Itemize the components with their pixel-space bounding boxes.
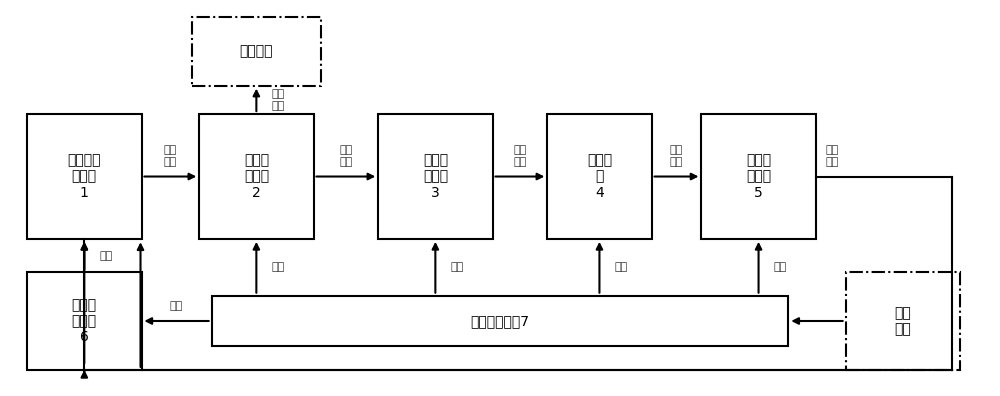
Text: 电压调
理电路
3: 电压调 理电路 3: [423, 153, 448, 200]
Text: 供电: 供电: [170, 301, 183, 311]
Text: 电压
信号: 电压 信号: [339, 145, 352, 167]
Text: 信号保
持电路
5: 信号保 持电路 5: [746, 153, 771, 200]
Text: 控制
信号: 控制 信号: [826, 145, 839, 167]
Text: 电流检
测电路
2: 电流检 测电路 2: [244, 153, 269, 200]
Bar: [547, 114, 652, 239]
Bar: [27, 114, 142, 239]
Bar: [199, 114, 314, 239]
Bar: [701, 114, 816, 239]
Bar: [212, 295, 788, 346]
Text: 供电: 供电: [271, 262, 285, 272]
Text: 比较电
路
4: 比较电 路 4: [587, 153, 612, 200]
Text: 供电控
制电路
6: 供电控 制电路 6: [72, 298, 97, 344]
Text: 电压
信号: 电压 信号: [513, 145, 527, 167]
Bar: [192, 17, 321, 86]
Text: 用电设备: 用电设备: [240, 45, 273, 59]
Text: 外部
供电: 外部 供电: [894, 306, 911, 336]
Text: 供电: 供电: [450, 262, 464, 272]
Text: 供电: 供电: [614, 262, 628, 272]
Text: 电源变换电路7: 电源变换电路7: [471, 314, 530, 328]
Text: 供电: 供电: [773, 262, 787, 272]
Text: 输出
电流: 输出 电流: [271, 89, 285, 111]
Text: 基本恒流
源电路
1: 基本恒流 源电路 1: [68, 153, 101, 200]
Text: 供电: 供电: [99, 251, 112, 261]
Bar: [378, 114, 493, 239]
Bar: [846, 272, 960, 370]
Bar: [27, 272, 142, 370]
Text: 输出
电流: 输出 电流: [164, 145, 177, 167]
Text: 比较
结果: 比较 结果: [670, 145, 683, 167]
